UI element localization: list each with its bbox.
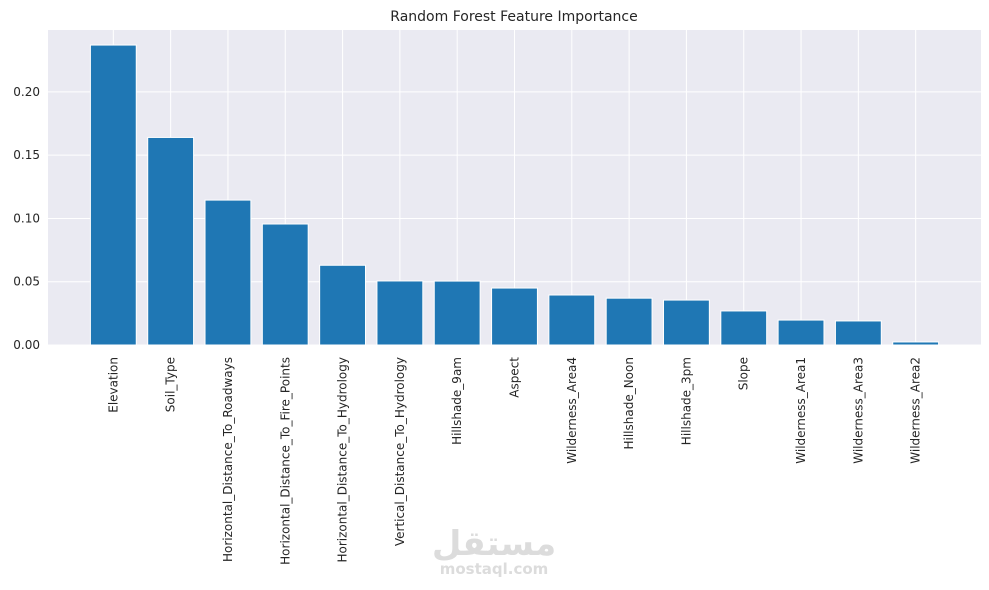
x-tick-label: Slope: [737, 357, 751, 390]
y-tick-label: 0.00: [13, 338, 40, 352]
bar: [663, 299, 710, 346]
bar: [204, 199, 252, 346]
bar: [892, 341, 940, 346]
x-tick-label: Wilderness_Area2: [909, 357, 923, 464]
x-tick-label: Elevation: [106, 357, 120, 413]
bar: [376, 280, 424, 346]
bar: [147, 136, 195, 346]
bar: [548, 294, 596, 346]
y-tick-label: 0.05: [13, 275, 40, 289]
x-tick-label: Wilderness_Area1: [794, 357, 808, 464]
watermark-latin: mostaql.com: [440, 560, 549, 578]
watermark-arabic: مستقل: [432, 524, 556, 564]
bar: [834, 320, 882, 346]
bar: [319, 264, 366, 346]
bar: [261, 223, 309, 346]
x-tick-label: Vertical_Distance_To_Hydrology: [393, 357, 407, 546]
bar: [777, 319, 825, 346]
y-tick-label: 0.20: [13, 85, 40, 99]
x-tick-label: Hillshade_3pm: [679, 357, 693, 445]
x-tick-label: Horizontal_Distance_To_Fire_Points: [278, 357, 292, 565]
y-tick-label: 0.15: [13, 148, 40, 162]
x-tick-label: Hillshade_9am: [450, 357, 464, 445]
bar: [720, 310, 768, 346]
x-tick-label: Soil_Type: [164, 357, 178, 412]
chart-title: Random Forest Feature Importance: [390, 9, 637, 25]
bar: [89, 44, 137, 346]
x-tick-label: Wilderness_Area4: [565, 357, 579, 464]
x-tick-label: Wilderness_Area3: [851, 357, 865, 464]
x-tick-label: Aspect: [508, 357, 522, 398]
bar: [605, 297, 653, 346]
x-tick-label: Horizontal_Distance_To_Hydrology: [336, 357, 350, 563]
bar: [433, 280, 481, 346]
x-tick-label: Hillshade_Noon: [622, 357, 636, 450]
y-tick-label: 0.10: [13, 211, 40, 225]
x-tick-label: Horizontal_Distance_To_Roadways: [221, 357, 235, 562]
bar: [491, 287, 538, 346]
